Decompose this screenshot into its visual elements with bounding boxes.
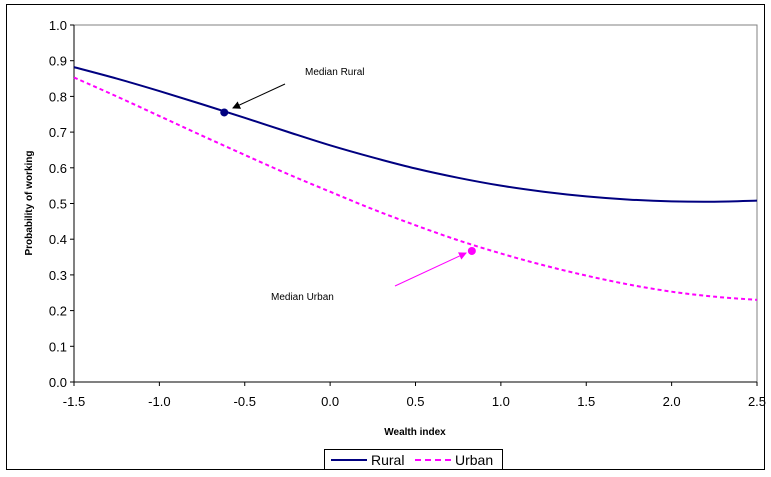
legend-swatch-urban: [415, 459, 451, 461]
median-urban-label: Median Urban: [271, 292, 334, 303]
x-tick-label: 0.5: [406, 394, 424, 409]
marker-layer: [220, 108, 476, 255]
plot-area: [73, 24, 758, 383]
y-tick-label: 0.7: [49, 125, 67, 140]
y-tick-label: 0.8: [49, 89, 67, 104]
y-tick-label: 1.0: [49, 18, 67, 33]
median-rural-arrow: [232, 83, 286, 109]
chart-area: [6, 4, 765, 470]
x-tick-label: 2.0: [663, 394, 681, 409]
y-tick-label: 0.4: [49, 232, 67, 247]
median-marker-urban: [467, 246, 476, 255]
y-tick-label: 0.5: [49, 197, 67, 212]
y-tick-label: 0.3: [49, 268, 67, 283]
legend: Rural Urban: [324, 449, 503, 470]
y-tick-label: 0.2: [49, 304, 67, 319]
y-axis: 0.0 0.1 0.2 0.3 0.4 0.5 0.6 0.7 0.8 0.9 1.0: [49, 18, 75, 390]
x-tick-label: -1.0: [148, 394, 170, 409]
y-axis-title: Probability of working: [24, 150, 35, 255]
x-tick-label: 0.0: [321, 394, 339, 409]
series-layer: [73, 66, 758, 301]
x-axis-title: Wealth index: [384, 427, 446, 438]
series-line-urban: [73, 76, 758, 301]
legend-swatch-rural: [331, 459, 367, 461]
legend-label-urban: Urban: [455, 452, 494, 468]
legend-item-rural: Rural: [331, 451, 404, 469]
legend-label-rural: Rural: [371, 452, 405, 468]
y-tick-label: 0.1: [49, 339, 67, 354]
x-axis: -1.5 -1.0 -0.5 0.0 0.5 1.0 1.5 2.0 2.5: [63, 381, 766, 409]
x-tick-label: -0.5: [234, 394, 256, 409]
median-marker-rural: [220, 108, 229, 117]
y-tick-label: 0.6: [49, 161, 67, 176]
x-tick-label: -1.5: [63, 394, 85, 409]
y-tick-label: 0.9: [49, 54, 67, 69]
x-tick-label: 1.5: [577, 394, 595, 409]
y-tick-label: 0.0: [49, 375, 67, 390]
x-tick-label: 2.5: [748, 394, 766, 409]
median-rural-label: Median Rural: [305, 67, 364, 78]
median-urban-arrow: [394, 252, 467, 287]
legend-item-urban: Urban: [415, 451, 493, 469]
series-line-rural: [73, 66, 758, 203]
x-tick-label: 1.0: [492, 394, 510, 409]
